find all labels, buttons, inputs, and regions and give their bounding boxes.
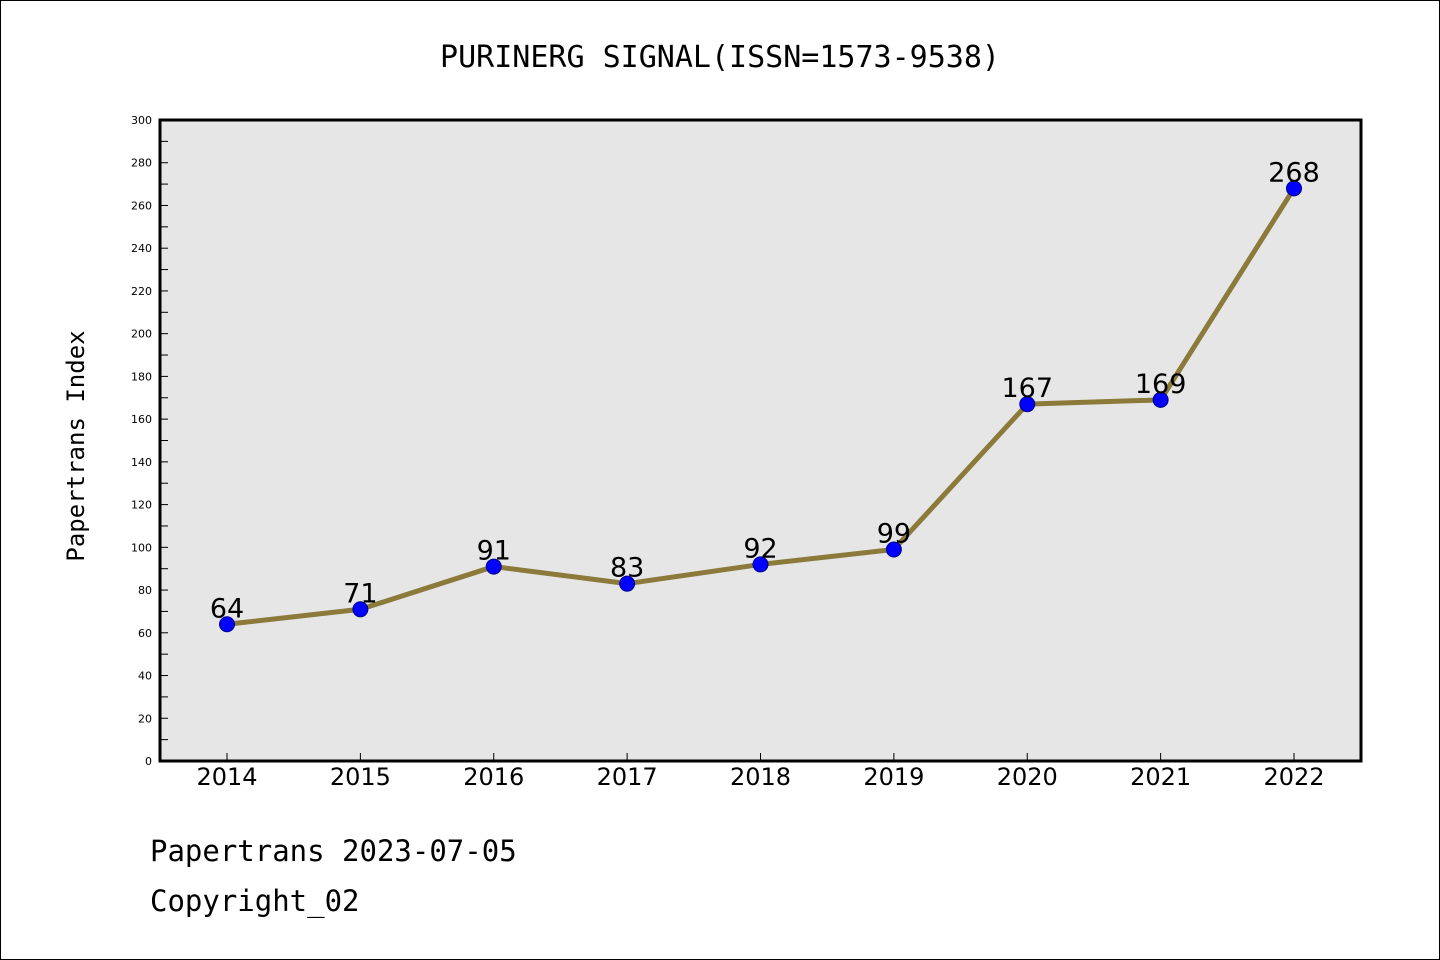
x-tick-label: 2019 bbox=[863, 763, 924, 791]
data-point bbox=[1152, 391, 1169, 408]
x-tick-label: 2021 bbox=[1130, 763, 1191, 791]
x-axis: 2014 2015 2016 2017 2018 2019 2020 2021 2022 bbox=[196, 753, 1325, 791]
data-label: 167 bbox=[1001, 373, 1053, 404]
footer-date: Papertrans 2023-07-05 bbox=[150, 834, 517, 868]
y-axis-label: Papertrans Index bbox=[62, 330, 90, 561]
plot-area bbox=[158, 118, 1363, 763]
data-label: 64 bbox=[210, 593, 244, 624]
y-tick-label: 280 bbox=[131, 157, 152, 170]
y-tick-label: 20 bbox=[138, 712, 152, 725]
y-tick-label: 180 bbox=[131, 370, 152, 383]
chart-title: PURINERG SIGNAL(ISSN=1573-9538) bbox=[440, 40, 1000, 75]
data-label: 91 bbox=[477, 536, 511, 567]
x-tick-label: 2022 bbox=[1263, 763, 1324, 791]
x-tick-label: 2018 bbox=[730, 763, 791, 791]
y-tick-label: 300 bbox=[131, 114, 152, 127]
y-tick-label: 240 bbox=[131, 242, 152, 255]
y-tick-label: 260 bbox=[131, 199, 152, 212]
data-label: 268 bbox=[1268, 157, 1320, 188]
data-label: 71 bbox=[343, 578, 377, 609]
x-tick-label: 2017 bbox=[597, 763, 658, 791]
y-tick-label: 160 bbox=[131, 413, 152, 426]
y-tick-label: 0 bbox=[145, 755, 152, 768]
y-tick-label: 80 bbox=[138, 584, 152, 597]
y-tick-label: 140 bbox=[131, 456, 152, 469]
x-tick-label: 2020 bbox=[997, 763, 1058, 791]
data-point bbox=[885, 541, 902, 558]
series-group: 64 71 91 83 92 99 167 169 268 bbox=[210, 157, 1320, 633]
y-axis: 0 20 40 60 80 100 120 140 160 180 200 220 240 260 280 3… bbox=[131, 114, 168, 768]
x-tick-label: 2016 bbox=[463, 763, 524, 791]
data-label: 92 bbox=[743, 533, 777, 564]
x-tick-label: 2014 bbox=[196, 763, 257, 791]
data-point bbox=[1286, 180, 1302, 197]
y-tick-label: 100 bbox=[131, 541, 152, 554]
data-point bbox=[219, 616, 235, 633]
x-tick-label: 2015 bbox=[330, 763, 391, 791]
data-point bbox=[352, 601, 369, 618]
footer-copyright: Copyright_02 bbox=[150, 884, 360, 918]
y-tick-label: 200 bbox=[131, 328, 152, 341]
data-point bbox=[619, 575, 636, 592]
y-tick-label: 220 bbox=[131, 285, 152, 298]
data-point bbox=[752, 556, 769, 573]
data-label: 83 bbox=[610, 553, 644, 584]
y-tick-label: 120 bbox=[131, 499, 152, 512]
y-tick-label: 60 bbox=[138, 627, 152, 640]
data-label: 99 bbox=[877, 518, 911, 549]
y-tick-label: 40 bbox=[138, 670, 152, 683]
data-point bbox=[1019, 396, 1036, 413]
data-label: 169 bbox=[1135, 369, 1187, 400]
data-point bbox=[485, 558, 502, 575]
